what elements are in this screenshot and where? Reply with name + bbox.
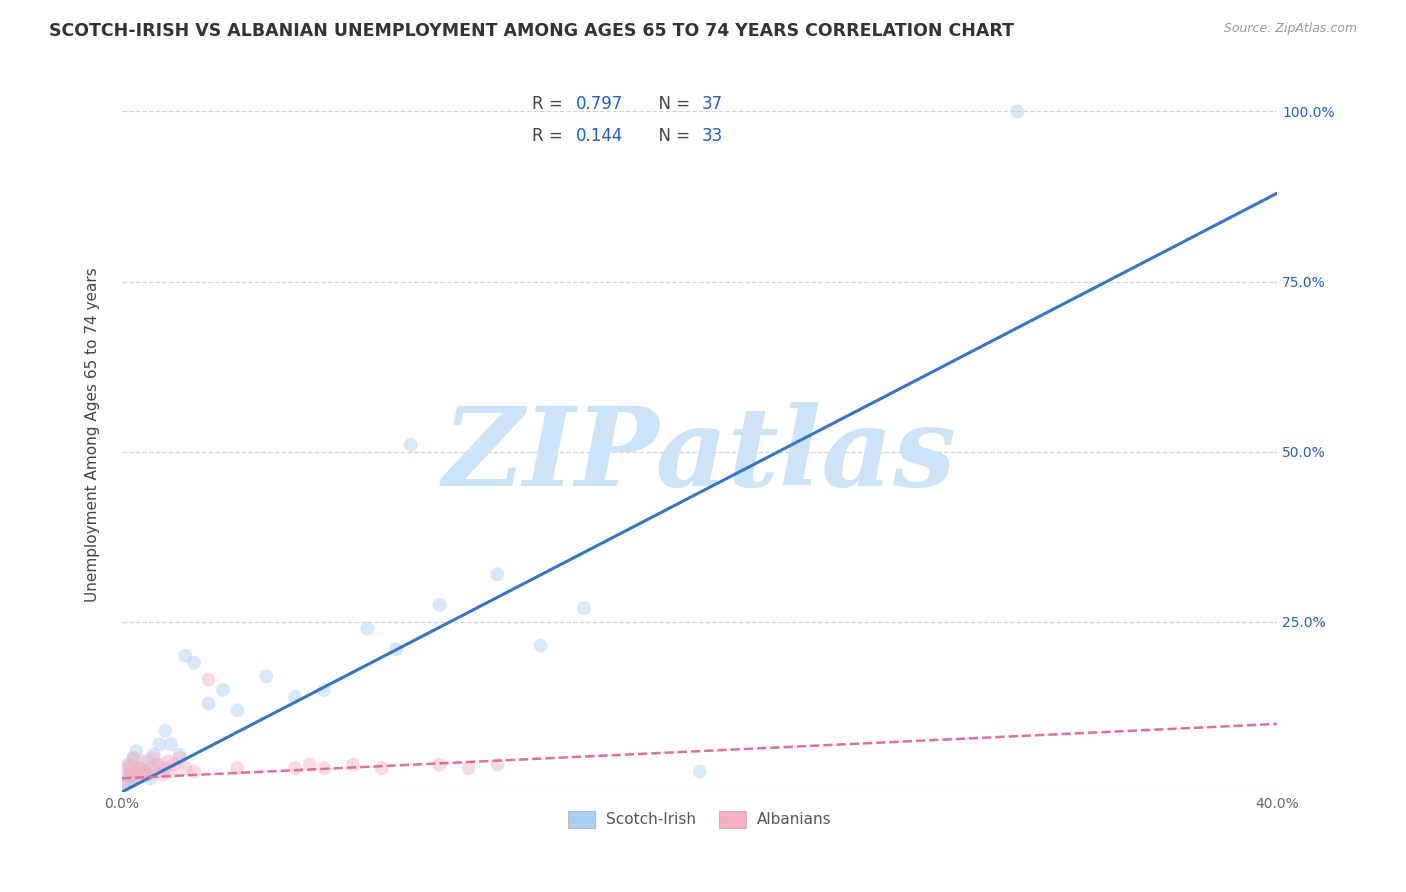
Text: 33: 33 <box>702 128 723 145</box>
Point <box>134 764 156 779</box>
Point <box>148 757 170 772</box>
Point <box>145 764 167 779</box>
Point <box>160 737 183 751</box>
Point <box>429 598 451 612</box>
Point <box>169 751 191 765</box>
Text: SCOTCH-IRISH VS ALBANIAN UNEMPLOYMENT AMONG AGES 65 TO 74 YEARS CORRELATION CHAR: SCOTCH-IRISH VS ALBANIAN UNEMPLOYMENT AM… <box>49 22 1014 40</box>
Point <box>122 751 145 765</box>
Point <box>212 682 235 697</box>
Point <box>284 690 307 704</box>
Point <box>122 768 145 782</box>
Point <box>399 438 422 452</box>
Point <box>131 768 153 782</box>
Point <box>530 639 553 653</box>
Point <box>136 768 159 782</box>
Point <box>284 761 307 775</box>
Point <box>128 761 150 775</box>
Point <box>128 761 150 775</box>
Point <box>117 768 139 782</box>
Point <box>125 772 148 786</box>
Point <box>174 648 197 663</box>
Point <box>139 772 162 786</box>
Point <box>689 764 711 779</box>
Point <box>117 772 139 786</box>
Point <box>145 757 167 772</box>
Point <box>356 622 378 636</box>
Point <box>122 751 145 765</box>
Text: ZIPatlas: ZIPatlas <box>443 402 956 510</box>
Point <box>125 744 148 758</box>
Point <box>572 601 595 615</box>
Point <box>117 757 139 772</box>
Point <box>163 757 186 772</box>
Text: R =: R = <box>531 95 568 113</box>
Text: R =: R = <box>531 128 568 145</box>
Point <box>134 764 156 779</box>
Point <box>254 669 277 683</box>
Point <box>120 774 142 789</box>
Point <box>457 761 479 775</box>
Point <box>142 747 165 762</box>
Point <box>117 761 139 775</box>
Point <box>157 755 180 769</box>
Point <box>150 768 173 782</box>
Point <box>1007 104 1029 119</box>
Point <box>148 737 170 751</box>
Text: 0.144: 0.144 <box>576 128 623 145</box>
Text: 37: 37 <box>702 95 723 113</box>
Point <box>183 764 205 779</box>
Point <box>226 703 249 717</box>
Text: Source: ZipAtlas.com: Source: ZipAtlas.com <box>1223 22 1357 36</box>
Point <box>385 642 408 657</box>
Text: N =: N = <box>648 95 695 113</box>
Text: 0.797: 0.797 <box>576 95 623 113</box>
Point <box>114 774 136 789</box>
Point <box>136 755 159 769</box>
Point <box>120 757 142 772</box>
Point <box>429 757 451 772</box>
Point <box>197 697 219 711</box>
Point <box>160 764 183 779</box>
Text: N =: N = <box>648 128 695 145</box>
Point <box>197 673 219 687</box>
Point <box>125 764 148 779</box>
Point <box>183 656 205 670</box>
Point <box>153 723 176 738</box>
Point <box>120 761 142 775</box>
Point <box>142 751 165 765</box>
Point <box>312 682 335 697</box>
Point <box>298 757 321 772</box>
Point <box>486 757 509 772</box>
Point <box>139 761 162 775</box>
Point <box>174 761 197 775</box>
Point <box>486 567 509 582</box>
Legend: Scotch-Irish, Albanians: Scotch-Irish, Albanians <box>561 805 838 834</box>
Point <box>312 761 335 775</box>
Point <box>169 747 191 762</box>
Y-axis label: Unemployment Among Ages 65 to 74 years: Unemployment Among Ages 65 to 74 years <box>86 268 100 602</box>
Point <box>371 761 394 775</box>
Point <box>114 778 136 792</box>
Point <box>342 757 364 772</box>
Point <box>125 772 148 786</box>
Point <box>226 761 249 775</box>
Point <box>131 755 153 769</box>
Point <box>153 761 176 775</box>
